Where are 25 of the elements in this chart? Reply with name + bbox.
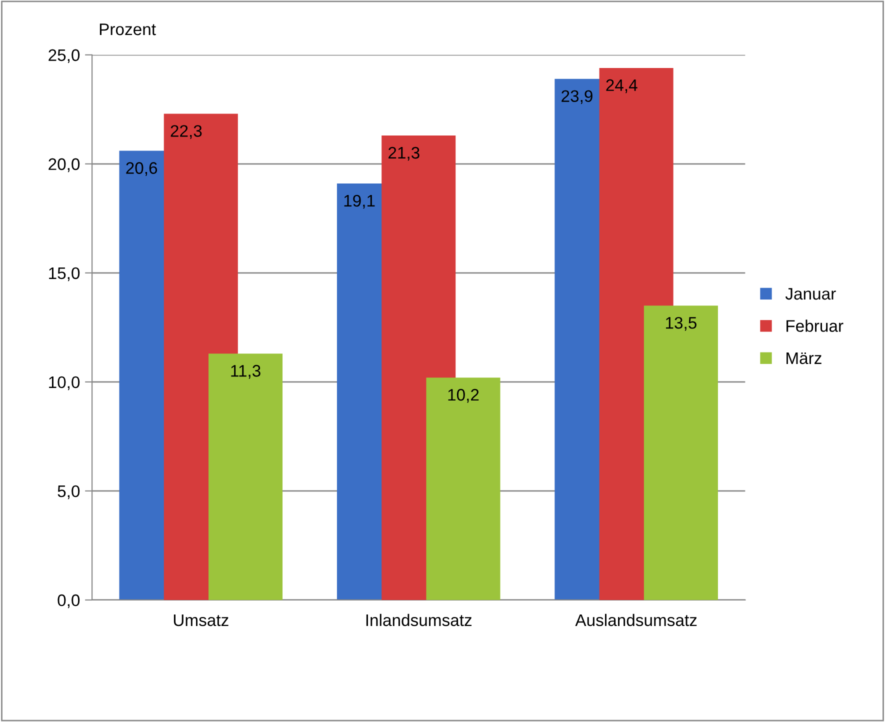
y-axis-title: Prozent bbox=[100, 24, 156, 36]
legend-label: März bbox=[786, 352, 822, 364]
legend-label: Februar bbox=[786, 320, 844, 332]
data-label: 13,5 bbox=[666, 316, 696, 331]
y-tick-label: 15,0 bbox=[49, 267, 80, 282]
x-tick-label: Umsatz bbox=[174, 614, 228, 626]
y-tick-label: 25,0 bbox=[48, 49, 80, 64]
y-tick-label: 0,0 bbox=[58, 594, 80, 608]
legend-label: Januar bbox=[785, 288, 836, 300]
x-tick-label: Auslandsumsatz bbox=[575, 614, 697, 626]
data-label: 23,9 bbox=[562, 90, 592, 104]
data-label: 11,3 bbox=[231, 364, 260, 379]
bar bbox=[644, 306, 718, 600]
data-label: 21,3 bbox=[388, 146, 420, 161]
data-label: 20,6 bbox=[126, 162, 158, 176]
bar bbox=[208, 354, 283, 600]
data-label: 19,1 bbox=[344, 194, 375, 209]
y-tick-label: 5,0 bbox=[58, 485, 80, 500]
data-label: 10,2 bbox=[448, 388, 479, 403]
y-tick-label: 20,0 bbox=[48, 158, 80, 172]
data-label: 22,3 bbox=[170, 125, 202, 139]
y-tick-label: 10,0 bbox=[49, 376, 80, 390]
x-tick-label: Inlandsumsatz bbox=[366, 614, 472, 626]
data-label: 24,4 bbox=[606, 79, 638, 94]
bar bbox=[426, 378, 500, 600]
